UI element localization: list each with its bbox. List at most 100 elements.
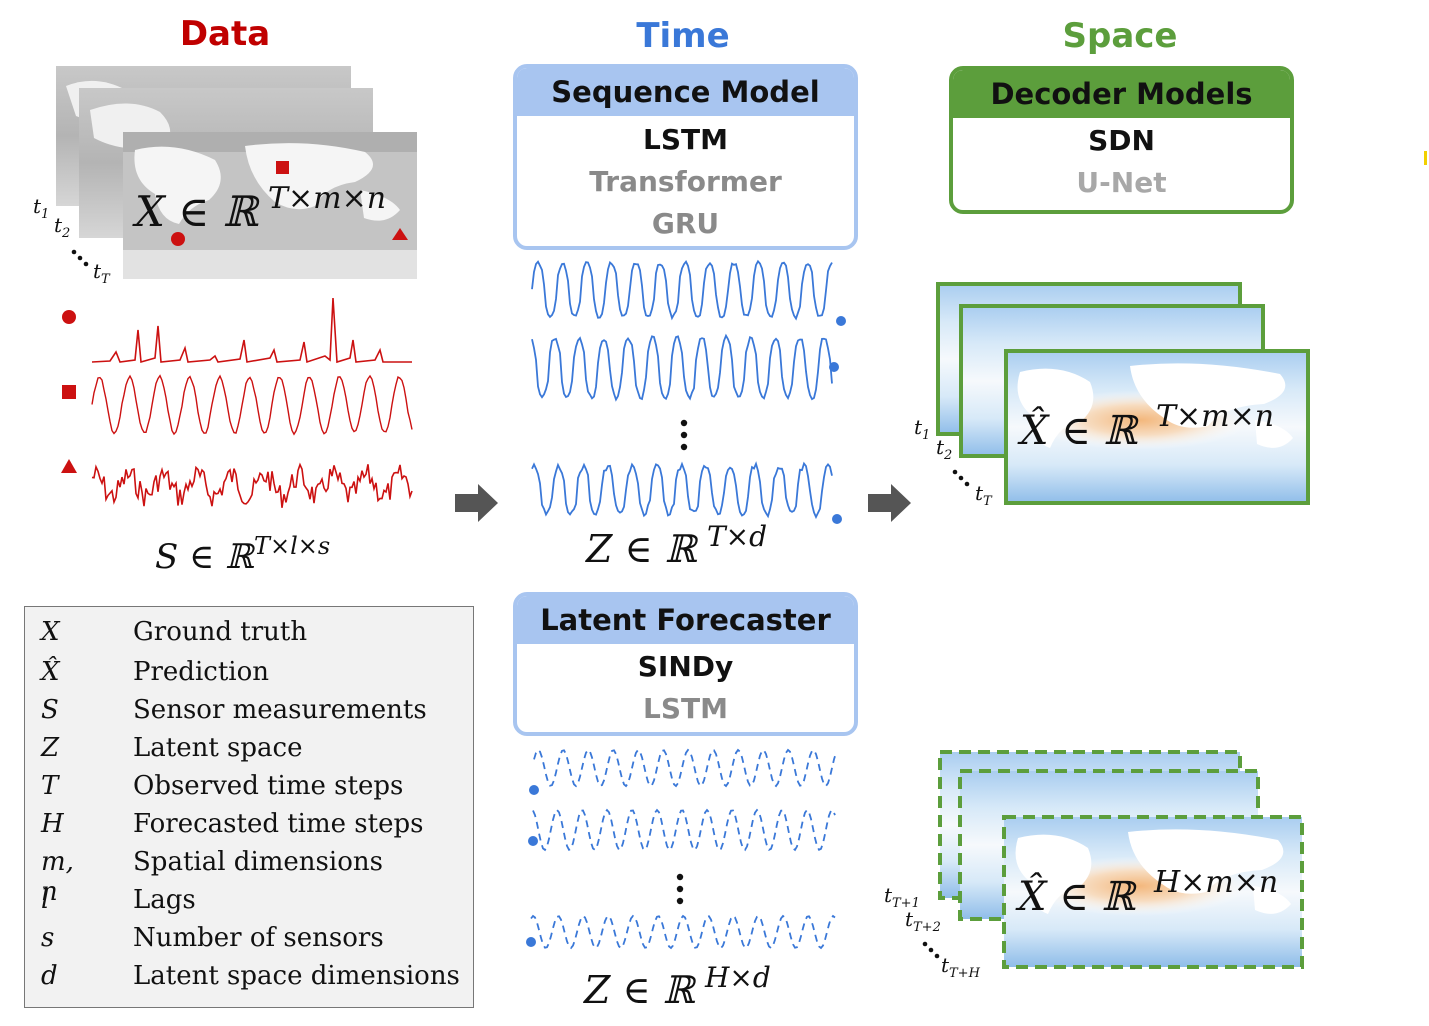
sequence-model-item-transformer: Transformer	[589, 165, 782, 198]
legend-description: Ground truth	[133, 617, 308, 647]
legend-description: Sensor measurements	[133, 695, 427, 725]
time-dot	[952, 469, 958, 475]
latent-series-3-endpoint	[832, 514, 842, 524]
prediction-map-land-b	[1130, 363, 1286, 428]
xhat-forecast-sup: H×m×n	[1153, 865, 1278, 900]
tTH-label: t	[941, 953, 950, 977]
ellipsis-dot	[676, 873, 684, 881]
legend-symbol: Z	[41, 733, 60, 763]
tT-pred-label: t	[975, 481, 984, 505]
legend-symbol: d	[41, 961, 58, 991]
legend-description: Latent space	[133, 733, 303, 763]
time-column-title: Time	[636, 16, 730, 56]
tT-label: t	[93, 259, 102, 283]
ellipsis-dot	[676, 885, 684, 893]
sequence-model-header: Sequence Model	[517, 68, 854, 116]
x-space-label: X ∈ ℝ	[132, 187, 261, 236]
t1-sub: 1	[41, 207, 49, 222]
time-dot	[964, 481, 970, 487]
ground-truth-map-front-land-a	[134, 146, 221, 224]
arrow-time-to-space	[868, 484, 911, 522]
xhat-observed-label: X̂ ∈ ℝ	[1017, 408, 1140, 454]
tT2-sub: T+2	[913, 920, 941, 935]
sensor-circle-on-map	[171, 232, 185, 246]
t1-label: t	[33, 194, 42, 218]
decoder-models-item-unet: U-Net	[1076, 166, 1167, 199]
legend-description: Spatial dimensions	[133, 847, 383, 877]
ellipsis-dot	[680, 443, 688, 451]
legend-description: Lags	[133, 885, 196, 915]
legend-description: Latent space dimensions	[133, 961, 460, 991]
t2-label: t	[54, 213, 63, 237]
latent-series-2-endpoint	[829, 362, 839, 372]
tT-sub: T	[101, 272, 111, 287]
legend-description: Observed time steps	[133, 771, 404, 801]
ellipsis-dot	[676, 897, 684, 905]
prediction-map-land-c	[1255, 420, 1293, 448]
decoder-models-box: Decoder Models SDN U-Net	[949, 66, 1294, 214]
ground-truth-map-front-land-b	[245, 143, 373, 210]
sensor-series-noisy	[91, 462, 413, 508]
latent-forecaster-item-sindy: SINDy	[637, 650, 734, 683]
ellipsis-dot	[680, 431, 688, 439]
sensor-series-periodic	[91, 374, 413, 436]
decoder-models-item-sdn: SDN	[1088, 124, 1155, 157]
legend-symbol: H	[41, 809, 64, 839]
latent-forecaster-box: Latent Forecaster SINDy LSTM	[513, 592, 858, 736]
sensor-triangle-on-map	[392, 228, 408, 240]
s-space-sup: T×l×s	[254, 532, 330, 560]
t1-pred-label: t	[914, 415, 923, 439]
latent-series-1-endpoint	[836, 316, 846, 326]
data-time-dots	[71, 249, 89, 267]
time-dot	[928, 947, 934, 953]
ground-truth-map-front-land-c	[360, 190, 400, 221]
time-dot	[77, 255, 83, 261]
latent-ellipsis-forecast	[676, 873, 684, 905]
forecast-map-land-a	[1015, 834, 1092, 914]
arrow-data-to-time	[455, 484, 498, 522]
ground-truth-map-front-band-top	[123, 132, 417, 152]
latent-series-3	[531, 461, 833, 520]
forecast-time-dots	[922, 941, 940, 959]
sensor-square-on-map	[276, 161, 289, 174]
prediction-map-stack-observed	[936, 282, 1310, 505]
legend-symbol: S	[41, 695, 59, 725]
prediction-map-land-a	[1017, 368, 1094, 448]
latent-series-2	[531, 333, 833, 402]
legend-symbol: X̂	[41, 657, 60, 687]
s-space-label: S ∈ ℝ	[155, 537, 256, 577]
x-space-sup: T×m×n	[268, 181, 386, 216]
z-forecast-sup: H×d	[704, 961, 771, 994]
z-observed-label: Z ∈ ℝ	[585, 527, 699, 571]
legend-symbol: X	[41, 617, 60, 647]
data-column-title: Data	[179, 14, 271, 54]
legend-symbol: T	[41, 771, 59, 801]
sensor-triangle-marker	[61, 459, 77, 473]
xhat-observed-sup: T×m×n	[1156, 399, 1274, 434]
forecast-series-2	[532, 808, 836, 852]
ground-truth-map-stack	[56, 66, 417, 279]
decoder-models-header: Decoder Models	[953, 70, 1290, 118]
time-dot	[958, 475, 964, 481]
sensor-square-marker	[62, 385, 76, 399]
xhat-forecast-label: X̂ ∈ ℝ	[1015, 874, 1138, 920]
time-dot	[71, 249, 77, 255]
z-observed-sup: T×d	[707, 520, 767, 553]
t2-pred-label: t	[936, 435, 945, 459]
sequence-model-box: Sequence Model LSTM Transformer GRU	[513, 64, 858, 250]
tT-pred-sub: T	[983, 494, 993, 509]
tT1-sub: T+1	[892, 896, 920, 911]
forecast-series-1	[533, 748, 837, 788]
forecast-series-1-startpoint	[529, 785, 539, 795]
t2-sub: 2	[61, 226, 70, 241]
sequence-model-item-lstm: LSTM	[643, 123, 728, 156]
forecast-map-land-b	[1128, 829, 1284, 894]
sequence-model-item-gru: GRU	[651, 207, 720, 240]
sensor-circle-marker	[62, 310, 76, 324]
edge-marker	[1424, 151, 1427, 165]
tT2-label: t	[905, 907, 914, 931]
forecast-series-2-startpoint	[528, 836, 538, 846]
time-dot	[83, 261, 89, 267]
tTH-sub: T+H	[949, 966, 981, 981]
forecast-series-3	[530, 914, 836, 950]
